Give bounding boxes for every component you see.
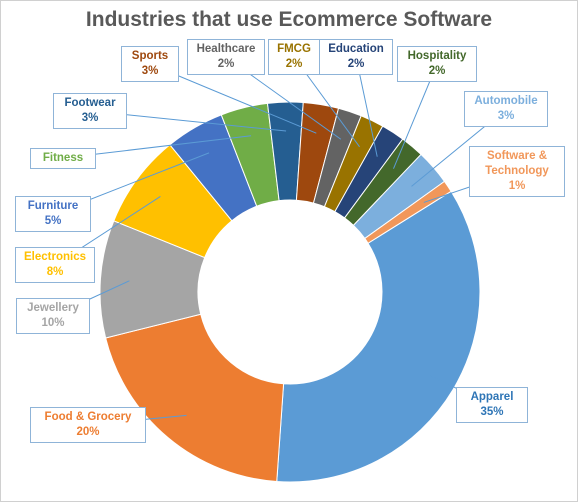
label-apparel: Apparel 35% <box>456 387 528 423</box>
label-sports: Sports 3% <box>121 46 179 82</box>
label-name: Fitness <box>42 151 84 164</box>
label-name: FMCG <box>277 43 311 55</box>
label-name: Healthcare <box>196 43 256 55</box>
label-jewellery: Jewellery 10% <box>16 298 90 334</box>
label-healthcare: Healthcare 2% <box>187 39 265 75</box>
label-value: 3% <box>497 110 515 122</box>
chart-title: Industries that use Ecommerce Software <box>85 8 493 31</box>
slice-food-grocery <box>105 313 285 483</box>
label-hospitality: Hospitality 2% <box>397 46 477 82</box>
label-fmcg: FMCG 2% <box>268 39 320 75</box>
label-software-technology: Software & Technology 1% <box>469 145 565 197</box>
label-name: Education <box>328 43 384 55</box>
label-name: Hospitality <box>407 50 467 62</box>
label-furniture: Furniture 5% <box>15 196 91 232</box>
label-name: Furniture <box>27 200 79 212</box>
label-value: 1% <box>508 179 526 192</box>
label-value: 3% <box>81 112 99 124</box>
label-value: 2% <box>285 58 303 70</box>
label-value: 2% <box>217 58 235 70</box>
label-electronics: Electronics 8% <box>15 247 95 283</box>
label-value: 35% <box>480 406 504 418</box>
slice-apparel <box>276 190 481 483</box>
label-automobile: Automobile 3% <box>464 91 548 127</box>
label-name: Jewellery <box>27 302 79 314</box>
label-name: Footwear <box>64 97 116 109</box>
label-food-grocery: Food & Grocery 20% <box>30 407 146 443</box>
label-name-line2: Technology <box>485 164 549 177</box>
label-name: Automobile <box>474 95 538 107</box>
slice-software-technology <box>364 180 452 244</box>
label-value: 10% <box>41 317 65 329</box>
label-name: Electronics <box>24 251 86 263</box>
label-value: 5% <box>44 215 62 227</box>
label-name: Software & <box>486 149 548 162</box>
label-footwear: Footwear 3% <box>53 93 127 129</box>
label-education: Education 2% <box>319 39 393 75</box>
label-name: Sports <box>131 50 169 62</box>
label-value: 20% <box>76 426 100 438</box>
label-name: Food & Grocery <box>44 411 132 423</box>
label-value: 3% <box>141 65 159 77</box>
label-value: 2% <box>347 58 365 70</box>
label-value: 8% <box>46 266 64 278</box>
label-fitness: Fitness <box>30 147 96 169</box>
label-name: Apparel <box>470 391 514 403</box>
label-value: 2% <box>428 65 446 77</box>
